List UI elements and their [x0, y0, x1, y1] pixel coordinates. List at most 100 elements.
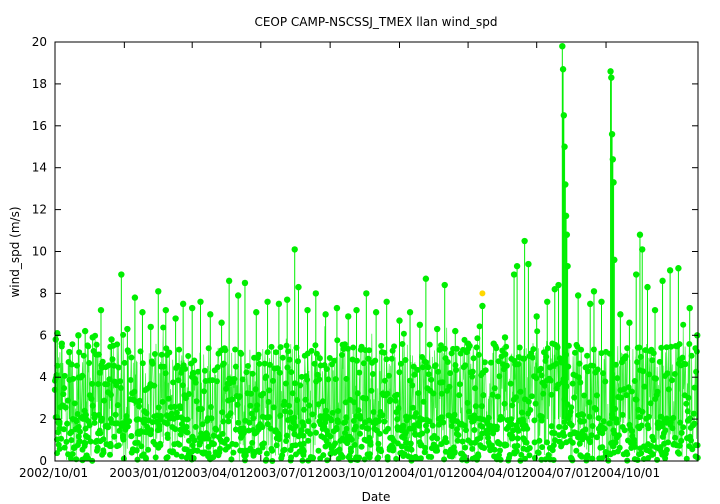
cloud-point: [530, 346, 537, 353]
cloud-point: [316, 376, 323, 383]
cloud-point: [236, 393, 243, 400]
cloud-point: [156, 426, 163, 433]
cloud-point: [518, 451, 525, 458]
cloud-point: [193, 398, 200, 405]
cloud-point: [199, 449, 206, 456]
cloud-point: [571, 430, 578, 437]
cloud-point: [319, 398, 326, 405]
cloud-point: [260, 390, 267, 397]
cloud-point: [163, 455, 170, 461]
cloud-point: [94, 444, 101, 451]
cloud-point: [599, 455, 605, 462]
cloud-point: [128, 354, 135, 361]
cloud-point: [442, 448, 449, 455]
cloud-point: [217, 445, 223, 452]
data-point: [416, 321, 424, 329]
cloud-point: [209, 377, 216, 384]
y-tick-label: 16: [32, 119, 47, 133]
cloud-point: [225, 413, 232, 420]
y-axis: 0 2 4 6 8 10 12 14 16 18 20: [32, 35, 698, 468]
cloud-point: [653, 375, 659, 382]
cloud-point: [186, 437, 192, 444]
cloud-point: [286, 356, 293, 363]
data-point: [636, 231, 644, 238]
cloud-point: [654, 388, 661, 395]
cloud-point: [173, 451, 180, 458]
cloud-point: [121, 359, 128, 366]
cloud-point: [332, 440, 339, 447]
cloud-point: [81, 439, 88, 446]
data-point: [406, 309, 414, 316]
cloud-point: [242, 457, 248, 464]
cloud-point: [569, 439, 576, 446]
cloud-point: [178, 453, 185, 460]
cloud-point: [538, 372, 545, 379]
data-point: [564, 262, 571, 270]
data-point: [363, 290, 370, 297]
data-point: [322, 311, 329, 318]
cloud-point: [254, 402, 261, 409]
cloud-point: [508, 435, 515, 442]
cloud-point: [63, 438, 70, 445]
data-point: [422, 275, 430, 282]
cloud-point: [178, 421, 185, 428]
cloud-point: [171, 441, 178, 448]
cloud-point: [267, 425, 274, 432]
cloud-point: [686, 443, 693, 450]
data-point: [626, 319, 633, 326]
cloud-point: [261, 360, 268, 367]
cloud-point: [588, 432, 595, 439]
y-axis-label: wind_spd (m/s): [8, 206, 22, 297]
cloud-point: [377, 446, 384, 453]
cloud-point: [104, 381, 111, 388]
cloud-point: [594, 366, 601, 373]
cloud-point: [351, 399, 357, 406]
cloud-point: [637, 445, 644, 452]
cloud-point: [515, 361, 522, 368]
cloud-point: [177, 405, 184, 412]
cloud-point: [384, 456, 391, 463]
cloud-point: [473, 344, 480, 351]
cloud-point: [70, 375, 77, 382]
cloud-point: [247, 445, 254, 452]
cloud-point: [328, 445, 335, 452]
data-point: [609, 156, 617, 163]
cloud-point: [600, 370, 606, 377]
cloud-point: [584, 352, 591, 359]
cloud-point: [85, 343, 92, 350]
series-cloud: [52, 321, 701, 464]
cloud-point: [221, 439, 228, 446]
cloud-point: [249, 439, 256, 446]
cloud-point: [425, 364, 432, 371]
cloud-point: [649, 357, 656, 364]
cloud-point: [682, 361, 689, 368]
data-point: [345, 313, 352, 320]
cloud-point: [424, 427, 431, 434]
data-point: [659, 277, 666, 285]
cloud-point: [305, 418, 312, 425]
cloud-point: [402, 429, 409, 436]
cloud-point: [563, 439, 570, 446]
cloud-point: [363, 425, 370, 432]
cloud-point: [569, 380, 576, 387]
cloud-point: [469, 368, 476, 375]
cloud-point: [68, 361, 75, 368]
cloud-point: [568, 422, 575, 429]
cloud-point: [191, 437, 198, 444]
cloud-point: [526, 452, 533, 459]
data-point: [607, 68, 614, 75]
cloud-point: [487, 422, 493, 429]
cloud-point: [623, 449, 630, 456]
cloud-point: [426, 418, 433, 425]
cloud-point: [463, 427, 469, 434]
data-point: [234, 292, 242, 299]
data-point: [675, 265, 682, 272]
cloud-point: [586, 399, 593, 406]
cloud-point: [157, 413, 164, 419]
cloud-point: [394, 416, 401, 423]
cloud-point: [357, 415, 364, 422]
cloud-point: [339, 454, 346, 460]
cloud-point: [447, 370, 454, 377]
cloud-point: [114, 402, 121, 409]
